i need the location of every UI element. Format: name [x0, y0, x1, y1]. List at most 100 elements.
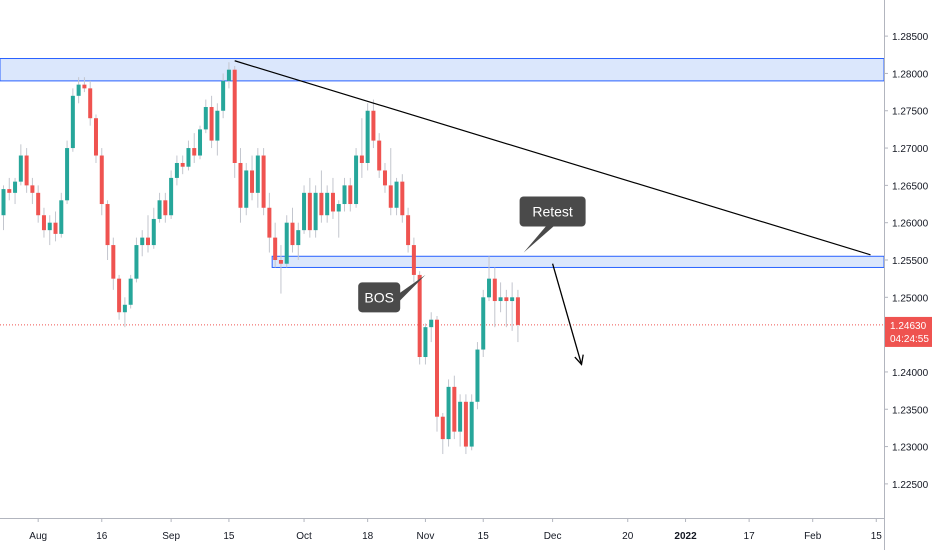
candle[interactable] — [394, 177, 399, 216]
candle[interactable] — [458, 394, 463, 447]
candle[interactable] — [481, 289, 486, 358]
candle[interactable] — [59, 192, 64, 238]
candle[interactable] — [24, 148, 29, 193]
candle[interactable] — [174, 155, 179, 186]
candle[interactable] — [261, 148, 266, 216]
candle[interactable] — [319, 170, 324, 223]
candle[interactable] — [221, 73, 226, 119]
time-axis[interactable]: Aug 16 Sep 15 Oct 18 Nov 15 Dec 20 2022 17 Feb 15 — [0, 518, 884, 542]
candle[interactable] — [30, 177, 35, 205]
candle[interactable] — [255, 148, 260, 208]
candle[interactable] — [325, 185, 330, 223]
candle[interactable] — [18, 144, 23, 186]
retest-zone[interactable] — [271, 255, 885, 268]
candle[interactable] — [278, 245, 283, 294]
candle[interactable] — [267, 192, 272, 253]
candle[interactable] — [7, 177, 12, 201]
candle[interactable] — [146, 215, 150, 253]
candle[interactable] — [435, 315, 439, 432]
candle[interactable] — [515, 289, 520, 343]
candle[interactable] — [296, 222, 301, 260]
candle[interactable] — [140, 230, 145, 257]
candle[interactable] — [76, 77, 81, 104]
candle[interactable] — [111, 237, 116, 290]
candle[interactable] — [169, 170, 174, 219]
candle[interactable] — [232, 65, 237, 178]
candle[interactable] — [487, 256, 492, 302]
candle[interactable] — [302, 185, 307, 234]
candle[interactable] — [105, 200, 110, 260]
candle[interactable] — [226, 62, 231, 89]
candle[interactable] — [406, 207, 411, 253]
candle[interactable] — [13, 177, 18, 205]
candle[interactable] — [469, 394, 474, 451]
candle[interactable] — [157, 192, 162, 223]
candle[interactable] — [510, 282, 515, 331]
candle[interactable] — [134, 237, 139, 283]
candle[interactable] — [88, 80, 93, 126]
candle[interactable] — [186, 140, 191, 171]
descending-trendline[interactable] — [234, 60, 871, 256]
candle[interactable] — [475, 342, 480, 410]
candle[interactable] — [359, 118, 364, 178]
candle[interactable] — [47, 215, 52, 246]
candle[interactable] — [198, 125, 203, 160]
candle[interactable] — [354, 148, 359, 208]
candle[interactable] — [99, 148, 104, 216]
candle[interactable] — [307, 177, 312, 238]
candle[interactable] — [238, 148, 243, 223]
candle[interactable] — [203, 99, 208, 134]
candle[interactable] — [498, 282, 503, 313]
candle[interactable] — [446, 379, 451, 447]
candle[interactable] — [440, 412, 445, 455]
candle[interactable] — [290, 207, 295, 253]
candle[interactable] — [70, 88, 75, 152]
candle[interactable] — [128, 274, 133, 309]
candle[interactable] — [36, 185, 41, 223]
candle[interactable] — [342, 177, 347, 212]
candle[interactable] — [192, 133, 197, 163]
callout-retest[interactable]: Retest — [519, 196, 586, 253]
candle[interactable] — [1, 185, 6, 231]
projection-arrow[interactable] — [551, 263, 583, 365]
candle[interactable] — [122, 297, 127, 328]
candle[interactable] — [417, 271, 422, 365]
candle[interactable] — [463, 394, 468, 455]
candle[interactable] — [504, 289, 509, 328]
candle[interactable] — [429, 312, 434, 343]
candle[interactable] — [388, 148, 393, 216]
candle[interactable] — [244, 162, 249, 216]
candle[interactable] — [151, 207, 156, 249]
candle[interactable] — [163, 192, 168, 223]
candle[interactable] — [400, 174, 405, 223]
candle[interactable] — [423, 323, 428, 365]
candle[interactable] — [41, 207, 46, 238]
candle[interactable] — [65, 140, 70, 205]
candle[interactable] — [371, 99, 376, 149]
candle[interactable] — [336, 200, 341, 238]
candle[interactable] — [492, 267, 497, 328]
candle[interactable] — [313, 185, 318, 238]
candle[interactable] — [117, 274, 122, 320]
candle[interactable] — [82, 77, 87, 93]
candle[interactable] — [53, 211, 58, 242]
price-axis[interactable]: 1.28500 1.28000 1.27500 1.27000 1.26500 1.260… — [884, 0, 932, 550]
candle[interactable] — [411, 237, 416, 283]
candle[interactable] — [93, 114, 98, 163]
candle[interactable] — [365, 103, 370, 171]
candle[interactable] — [452, 375, 457, 440]
candle[interactable] — [273, 222, 278, 268]
candle[interactable] — [377, 133, 382, 178]
callout-bos[interactable]: BOS — [358, 274, 426, 313]
candle[interactable] — [284, 215, 289, 268]
candle[interactable] — [348, 177, 353, 212]
candle[interactable] — [215, 103, 220, 156]
candle[interactable] — [250, 155, 255, 201]
candle[interactable] — [330, 177, 335, 219]
candle[interactable] — [209, 95, 214, 149]
candle[interactable] — [382, 162, 387, 193]
candle[interactable] — [180, 155, 185, 175]
resistance-zone[interactable] — [0, 58, 885, 82]
